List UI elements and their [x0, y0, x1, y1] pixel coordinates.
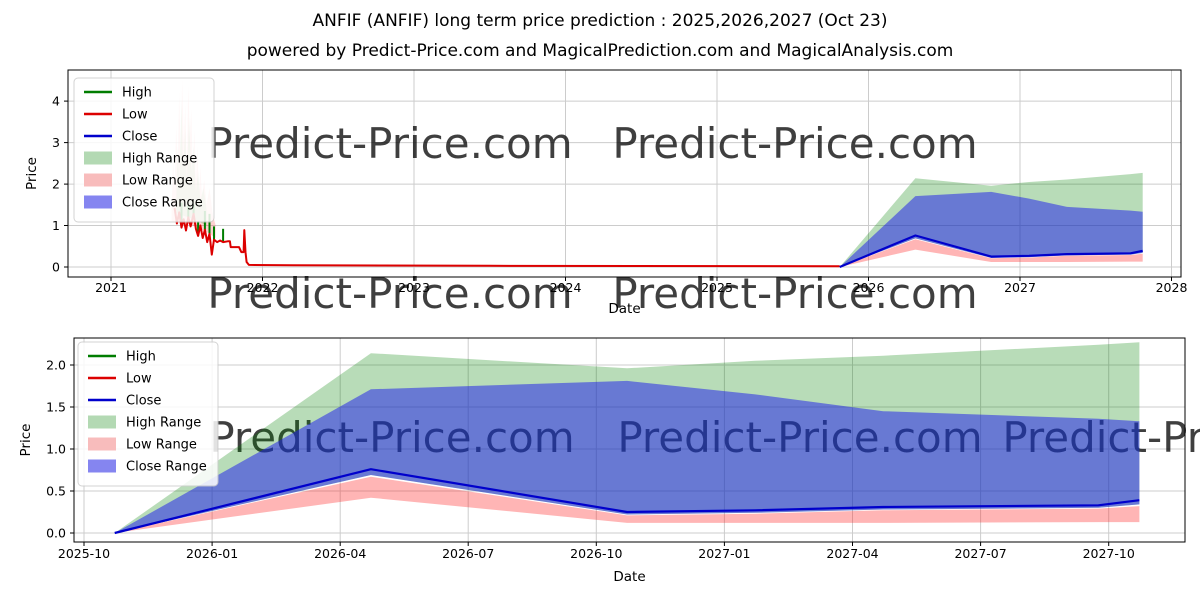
- legend-swatch-patch-high-range: [88, 415, 116, 429]
- y-tick-label: 1.0: [46, 442, 66, 457]
- plot-border: [67, 69, 1182, 278]
- legend-label: Close Range: [126, 460, 207, 475]
- legend-label: High Range: [122, 152, 197, 167]
- x-tick-label: 2022: [247, 280, 279, 295]
- y-tick-label: 0.5: [46, 484, 66, 499]
- legend-label: High: [126, 350, 156, 365]
- watermark-text: Predict-Price.com: [612, 119, 977, 168]
- x-tick-label: 2024: [550, 280, 582, 295]
- y-tick-label: 1: [52, 218, 60, 233]
- x-tick-label: 2027: [1004, 280, 1036, 295]
- y-tick-label: 0: [52, 260, 60, 275]
- legend-label: Close: [122, 130, 157, 145]
- y-axis-label: Price: [24, 157, 40, 190]
- x-tick-label: 2025-10: [58, 546, 110, 561]
- x-tick-label: 2023: [398, 280, 430, 295]
- y-tick-label: 1.5: [46, 400, 66, 415]
- y-axis-label: Price: [18, 424, 34, 457]
- legend-label: Low: [126, 372, 152, 387]
- legend-swatch-patch-close-range: [84, 195, 112, 209]
- top-chart-history-forecast: Predict-Price.com Predict-Price.com Predic…: [24, 69, 1188, 318]
- x-axis-label: Date: [608, 301, 640, 317]
- legend-box: High Low Close High Range Low Range Close Ran…: [73, 77, 215, 223]
- x-tick-label: 2026-10: [570, 546, 622, 561]
- watermark-text: Predict-Price.com: [207, 119, 572, 168]
- legend-label: Close Range: [122, 196, 203, 211]
- y-tick-label: 4: [52, 94, 60, 109]
- x-tick-label: 2026-07: [442, 546, 494, 561]
- history-low-line: [173, 207, 840, 268]
- x-tick-label: 2027-04: [826, 546, 878, 561]
- legend-swatch-patch-close-range: [88, 459, 116, 473]
- forecast-close-range-area: [114, 380, 1140, 533]
- legend-label: Low: [122, 108, 148, 123]
- y-tick-label: 3: [52, 135, 60, 150]
- forecast-close-line: [114, 468, 1140, 535]
- plot-border: [73, 337, 1186, 543]
- x-tick-label: 2027-07: [954, 546, 1006, 561]
- y-tick-label: 0.0: [46, 526, 66, 541]
- legend-label: Close: [126, 394, 161, 409]
- x-tick-label: 2021: [95, 280, 127, 295]
- x-tick-label: 2027-01: [698, 546, 750, 561]
- x-axis-label: Date: [613, 569, 645, 585]
- x-tick-label: 2027-10: [1083, 546, 1135, 561]
- watermark-text: Predict-Price.com: [612, 269, 977, 318]
- page-title: ANFIF (ANFIF) long term price prediction…: [312, 11, 887, 31]
- forecast-close-range-area: [839, 191, 1143, 267]
- legend-swatch-patch-low-range: [88, 437, 116, 451]
- forecast-close-line: [839, 234, 1143, 269]
- legend-box: High Low Close High Range Low Range Close Ran…: [77, 341, 219, 487]
- y-tick-label: 2.0: [46, 358, 66, 373]
- legend-label: High: [122, 86, 152, 101]
- legend-swatch-patch-high-range: [84, 151, 112, 165]
- legend-label: Low Range: [122, 174, 193, 189]
- x-tick-label: 2026-01: [186, 546, 238, 561]
- legend-label: High Range: [126, 416, 201, 431]
- page-subtitle: powered by Predict-Price.com and Magical…: [247, 41, 954, 61]
- forecast-low-range-area: [114, 476, 1140, 533]
- bottom-chart-forecast-zoom: Predict-Price.comPredict-Price.comPredic…: [18, 337, 1200, 585]
- x-tick-label: 2028: [1156, 280, 1188, 295]
- x-tick-label: 2026-04: [314, 546, 366, 561]
- legend-label: Low Range: [126, 438, 197, 453]
- y-tick-label: 2: [52, 177, 60, 192]
- x-tick-label: 2025: [701, 280, 733, 295]
- forecast-low-range-area: [839, 239, 1143, 267]
- x-tick-label: 2026: [853, 280, 885, 295]
- legend-swatch-patch-low-range: [84, 173, 112, 187]
